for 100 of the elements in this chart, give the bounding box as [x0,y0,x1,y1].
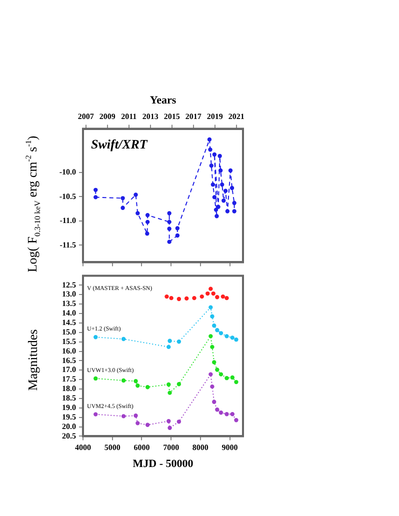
point [169,296,174,300]
point [214,214,219,218]
point [164,294,169,299]
point [176,420,182,424]
point [220,294,226,299]
point [136,421,140,426]
point [216,204,220,209]
point [166,382,171,387]
x-tick-label: 8000 [192,443,208,452]
point [232,200,236,206]
y-tick-label: 12.5 [62,280,76,290]
point [134,414,138,418]
point [176,340,182,344]
point [145,422,150,427]
y-tick-label: -10.5 [59,192,76,201]
point [175,226,180,230]
y-tick-label: 19.5 [62,412,76,422]
y-tick-label: 17.0 [62,365,76,374]
point [208,148,212,152]
point [134,379,138,384]
point [94,195,98,200]
point [120,206,125,210]
point [225,209,230,214]
point [222,198,226,203]
point [218,372,224,376]
y-tick-label: -11.0 [60,216,76,226]
point [94,335,98,340]
point [208,286,213,291]
y-tick-label: 13.5 [62,299,76,308]
point [207,137,212,142]
point [145,213,150,218]
x2-tick-label: 2019 [206,112,223,122]
point [145,231,150,236]
point [234,380,238,384]
x2-tick-label: 2013 [142,112,158,122]
point [230,375,234,380]
point [121,336,126,342]
point [234,418,238,422]
point [94,188,98,192]
point [208,372,213,376]
y-axis-title: Magnitudes [25,329,41,391]
x2-tick-label: 2007 [78,112,94,122]
point [176,382,182,386]
point [212,195,217,200]
point [234,337,238,342]
point [218,168,223,173]
x2-tick-label: 2021 [228,112,244,122]
y-tick-label: 15.5 [62,336,76,346]
x-tick-label: 4000 [75,443,91,452]
point [94,376,98,381]
point [218,154,222,158]
x-tick-label: 7000 [163,443,180,452]
y-tick-label: -11.5 [60,240,76,250]
point [167,240,172,244]
point [208,305,213,310]
y-tick-label: -10.0 [59,168,76,177]
x-tick-label: 5000 [104,443,120,452]
point [218,410,224,415]
point [230,336,234,340]
x-tick-label: 6000 [134,443,150,452]
x2-axis-title: Years [150,94,177,106]
point [167,226,172,231]
point [208,334,213,338]
point [212,152,217,157]
x2-tick-label: 2011 [121,112,137,122]
point [215,328,220,332]
point [168,390,172,395]
point [94,412,98,416]
point [206,291,210,296]
point [230,412,234,416]
point [215,368,220,372]
y-tick-label: 14.5 [62,318,76,328]
y-tick-label: 15.0 [62,327,76,336]
point [224,296,229,300]
point [211,291,216,296]
point [192,296,196,300]
point [167,211,172,216]
point [212,324,216,328]
point [218,331,224,336]
point [168,338,172,344]
point [224,334,229,338]
x2-tick-label: 2017 [185,112,202,122]
point [134,192,138,197]
point [136,384,140,388]
x2-tick-label: 2009 [99,112,116,122]
point [209,164,214,168]
point [121,378,126,383]
point [136,211,140,216]
y-tick-label: 20.5 [62,431,76,440]
point [184,296,189,301]
point [210,182,216,187]
y-tick-label: 20.0 [62,422,76,431]
point [168,426,172,430]
point [166,419,171,424]
point [145,385,150,390]
point [210,314,214,318]
point [214,208,218,212]
point [215,295,220,300]
point [200,294,204,299]
point [224,412,229,416]
